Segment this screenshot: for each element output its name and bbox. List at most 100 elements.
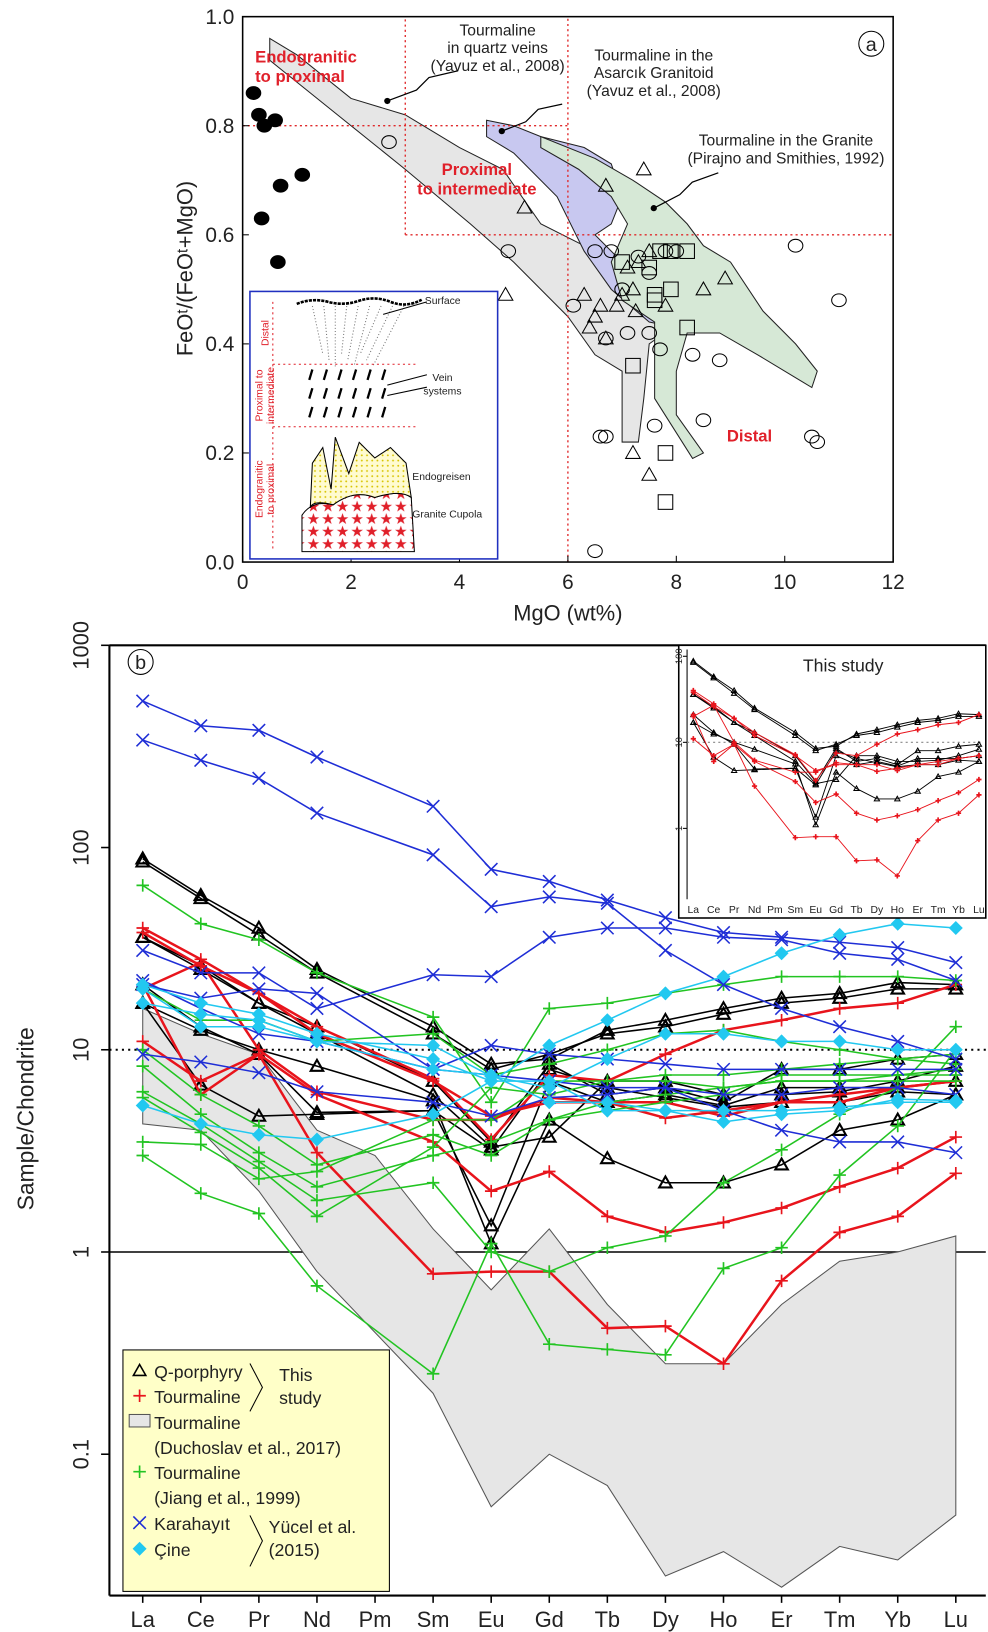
marker: [646, 292, 663, 309]
marker: [310, 1194, 324, 1207]
marker: [136, 1149, 149, 1162]
panel-b: 0.1 1 10 100 1000 La Ce Pr Nd Pm Sm Eu Gd Tb Dy Ho Er Tm Y…: [12, 621, 987, 1632]
zone-label: Distal: [261, 320, 272, 346]
marker: [657, 494, 674, 510]
marker: [853, 810, 860, 816]
marker: [194, 718, 208, 733]
marker: [543, 1057, 556, 1071]
marker: [914, 787, 922, 794]
marker: [751, 783, 758, 789]
marker: [193, 1019, 208, 1034]
marker: [657, 1011, 674, 1026]
marker: [935, 817, 941, 823]
vein: [381, 369, 387, 381]
marker: [774, 1062, 789, 1077]
marker: [426, 1367, 440, 1380]
marker: [614, 254, 630, 270]
marker: [641, 259, 658, 276]
marker: [832, 935, 847, 950]
marker: [717, 1216, 730, 1229]
marker: [194, 917, 208, 930]
marker: [915, 838, 921, 844]
arrow-head: [384, 97, 391, 105]
marker: [695, 413, 712, 428]
marker: [891, 1210, 904, 1223]
x-tick-label: 8: [671, 571, 683, 594]
marker: [309, 1132, 324, 1147]
marker: [853, 753, 860, 759]
legend-group-label: (2015): [269, 1540, 320, 1560]
marker: [135, 1098, 150, 1113]
marker: [426, 1010, 440, 1024]
marker: [136, 1059, 149, 1073]
marker: [832, 927, 847, 942]
legend-source: (Duchoslav et al., 2017): [154, 1438, 341, 1458]
marker: [586, 308, 604, 323]
marker: [804, 429, 820, 444]
marker: [194, 956, 208, 969]
series-line: [693, 704, 979, 773]
marker: [668, 244, 685, 259]
marker: [270, 255, 286, 270]
marker: [516, 199, 533, 214]
marker: [133, 1465, 146, 1478]
marker: [309, 1034, 324, 1049]
marker: [890, 1095, 905, 1110]
panel-label: a: [866, 34, 877, 56]
marker: [253, 211, 270, 226]
inset-label: Surface: [425, 296, 461, 307]
marker: [717, 1357, 730, 1371]
inset-x-tick-label: Tb: [850, 905, 862, 916]
marker: [833, 791, 839, 797]
marker: [619, 259, 636, 274]
marker: [484, 1109, 498, 1123]
annotation-arrow: [501, 103, 563, 132]
region-label: Proximal: [442, 160, 512, 179]
marker: [812, 813, 820, 820]
vein: [337, 406, 343, 418]
panel-badge: [127, 648, 154, 675]
x-tick-label: Gd: [535, 1607, 564, 1632]
marker: [716, 270, 734, 285]
y-tick-label: 1.0: [205, 6, 234, 29]
marker: [194, 1055, 208, 1069]
field: [540, 135, 818, 460]
legend-brace: [249, 1515, 263, 1567]
marker: [690, 689, 696, 696]
marker: [774, 1087, 789, 1102]
marker: [751, 757, 758, 763]
marker: [484, 1068, 499, 1083]
marker: [426, 1062, 441, 1077]
x-tick-label: Yb: [884, 1607, 911, 1632]
surface-line: [296, 297, 423, 306]
marker: [625, 357, 641, 374]
marker: [717, 1068, 730, 1082]
field-label: Tourmaline: [459, 22, 535, 39]
marker: [873, 795, 881, 802]
legend-label: Tourmaline: [154, 1463, 241, 1483]
marker: [715, 1005, 732, 1020]
vein-trace: [353, 305, 371, 367]
field-label: (Yavuz et al., 2008): [587, 83, 721, 100]
marker: [601, 996, 614, 1010]
marker: [426, 1128, 440, 1141]
marker: [731, 739, 737, 745]
marker: [543, 1265, 556, 1278]
marker: [252, 982, 266, 996]
inset-arrow: [387, 386, 427, 397]
x-tick-label: 6: [562, 571, 574, 594]
field-label: Tourmaline in the Granite: [699, 133, 873, 150]
marker: [252, 1065, 266, 1080]
marker: [658, 943, 673, 958]
region-label: Distal: [727, 426, 772, 445]
field-label: (Pirajno and Smithies, 1992): [687, 150, 884, 167]
marker: [833, 1226, 846, 1239]
marker: [658, 1026, 673, 1041]
marker: [426, 1107, 441, 1122]
marker: [543, 1337, 556, 1351]
series-line: [142, 1002, 956, 1089]
marker: [890, 1042, 905, 1057]
y-tick-label: 0.8: [205, 115, 234, 138]
marker: [832, 1062, 847, 1077]
marker: [194, 753, 208, 768]
